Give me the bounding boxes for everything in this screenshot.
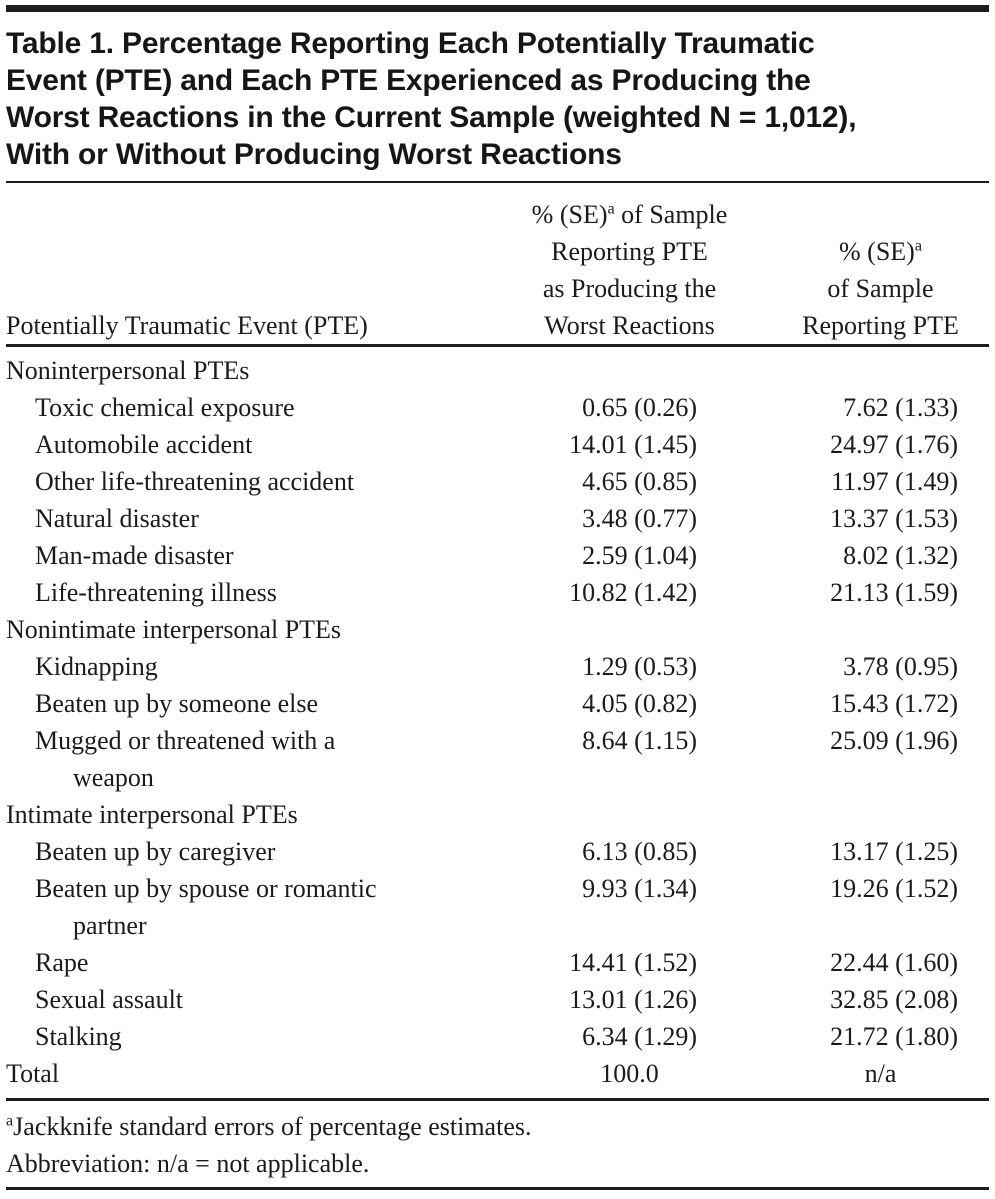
row-label: Noninterpersonal PTEs — [6, 356, 250, 385]
column-header-worst-reactions: % (SE)a of Sample Reporting PTE as Produ… — [461, 196, 772, 344]
header-line: Reporting PTE — [551, 237, 708, 266]
table-row: Stalking 6.34 (1.29) 21.72 (1.80) — [6, 1018, 989, 1055]
table-row: Rape 14.41 (1.52) 22.44 (1.60) — [6, 944, 989, 981]
reporting-pte-value: 11.97 (1.49) — [831, 467, 958, 496]
table-row: Natural disaster 3.48 (0.77) 13.37 (1.53… — [6, 500, 989, 537]
row-label: Total — [6, 1059, 60, 1088]
total-row: Total 100.0 n/a — [6, 1055, 989, 1092]
reporting-pte-value: 3.78 (0.95) — [843, 652, 958, 681]
reporting-pte-value: 7.62 (1.33) — [843, 393, 958, 422]
reporting-pte-value: 15.43 (1.72) — [830, 689, 958, 718]
header-line: of Sample — [827, 274, 934, 303]
table-row: Mugged or threatened with a weapon 8.64 … — [6, 722, 989, 796]
table-row: Man-made disaster 2.59 (1.04) 8.02 (1.32… — [6, 537, 989, 574]
row-label: Rape — [35, 948, 89, 977]
title-separator-rule — [6, 181, 989, 183]
table-row: Kidnapping 1.29 (0.53) 3.78 (0.95) — [6, 648, 989, 685]
row-label: Sexual assault — [35, 985, 184, 1014]
column-header-pte: Potentially Traumatic Event (PTE) — [6, 311, 368, 340]
reporting-pte-value: 32.85 (2.08) — [830, 985, 958, 1014]
worst-reactions-value: 3.48 (0.77) — [582, 504, 697, 533]
worst-reactions-value: 0.65 (0.26) — [582, 393, 697, 422]
header-separator-rule — [6, 344, 989, 347]
worst-reactions-value: 8.64 (1.15) — [582, 726, 697, 755]
footnote-jackknife: aJackknife standard errors of percentage… — [6, 1108, 989, 1145]
row-label: Automobile accident — [35, 430, 253, 459]
table-title-line: With or Without Producing Worst Reaction… — [6, 138, 622, 171]
row-label: Intimate interpersonal PTEs — [6, 800, 298, 829]
row-label: Beaten up by someone else — [35, 689, 319, 718]
row-label: Toxic chemical exposure — [35, 393, 295, 422]
row-label: Kidnapping — [35, 652, 158, 681]
reporting-pte-value: 19.26 (1.52) — [830, 874, 958, 903]
header-text: of Sample — [614, 200, 728, 229]
worst-reactions-total: 100.0 — [600, 1059, 659, 1088]
worst-reactions-value: 4.65 (0.85) — [582, 467, 697, 496]
worst-reactions-value: 10.82 (1.42) — [569, 578, 697, 607]
worst-reactions-value: 4.05 (0.82) — [582, 689, 697, 718]
worst-reactions-value: 13.01 (1.26) — [569, 985, 697, 1014]
table-row: Other life-threatening accident 4.65 (0.… — [6, 463, 989, 500]
footnote-marker-a: a — [607, 200, 615, 218]
table-row: Life-threatening illness 10.82 (1.42) 21… — [6, 574, 989, 611]
row-label: Life-threatening illness — [35, 578, 277, 607]
header-line: as Producing the — [542, 274, 717, 303]
worst-reactions-value: 9.93 (1.34) — [582, 874, 697, 903]
reporting-pte-value: 24.97 (1.76) — [830, 430, 958, 459]
table-row: Toxic chemical exposure 0.65 (0.26) 7.62… — [6, 389, 989, 426]
worst-reactions-value: 6.13 (0.85) — [582, 837, 697, 866]
worst-reactions-value: 6.34 (1.29) — [582, 1022, 697, 1051]
worst-reactions-value: 1.29 (0.53) — [582, 652, 697, 681]
table-footnotes: aJackknife standard errors of percentage… — [6, 1101, 989, 1187]
reporting-pte-value: 21.72 (1.80) — [830, 1022, 958, 1051]
row-label: Man-made disaster — [35, 541, 234, 570]
reporting-pte-value: 21.13 (1.59) — [830, 578, 958, 607]
reporting-pte-value: 25.09 (1.96) — [830, 726, 958, 755]
section-row-intimate: Intimate interpersonal PTEs — [6, 796, 989, 833]
footnote-text: Jackknife standard errors of percentage … — [13, 1112, 532, 1141]
se-label: % (SE) — [839, 237, 915, 266]
reporting-pte-value: 22.44 (1.60) — [830, 948, 958, 977]
header-line: % (SE)a — [772, 233, 989, 270]
table-header-row: Potentially Traumatic Event (PTE) % (SE)… — [6, 183, 989, 344]
table-row: Automobile accident 14.01 (1.45) 24.97 (… — [6, 426, 989, 463]
footnote-abbreviation: Abbreviation: n/a = not applicable. — [6, 1149, 370, 1178]
body-separator-rule — [6, 1098, 989, 1101]
row-label: Stalking — [35, 1022, 122, 1051]
table-title-line: Event (PTE) and Each PTE Experienced as … — [6, 64, 811, 97]
table-row: Beaten up by spouse or romantic partner … — [6, 870, 989, 944]
table-title: Table 1. Percentage Reporting Each Poten… — [6, 25, 989, 173]
table-row: Sexual assault 13.01 (1.26) 32.85 (2.08) — [6, 981, 989, 1018]
section-row-nonintimate: Nonintimate interpersonal PTEs — [6, 611, 989, 648]
reporting-pte-total: n/a — [864, 1059, 897, 1088]
table-body: Noninterpersonal PTEs Toxic chemical exp… — [6, 347, 989, 1098]
row-label: Other life-threatening accident — [35, 467, 355, 496]
table-row: Beaten up by caregiver 6.13 (0.85) 13.17… — [6, 833, 989, 870]
column-header-reporting-pte: % (SE)a of Sample Reporting PTE — [772, 233, 989, 344]
table-row: Beaten up by someone else 4.05 (0.82) 15… — [6, 685, 989, 722]
header-line: Reporting PTE — [802, 311, 959, 340]
reporting-pte-value: 13.17 (1.25) — [830, 837, 958, 866]
footnote-marker-a: a — [6, 1112, 14, 1130]
se-label: % (SE) — [531, 200, 608, 229]
row-label: Beaten up by caregiver — [35, 837, 276, 866]
row-label: Nonintimate interpersonal PTEs — [6, 615, 342, 644]
worst-reactions-value: 14.01 (1.45) — [569, 430, 697, 459]
row-label: Beaten up by spouse or romantic partner — [35, 874, 377, 940]
worst-reactions-value: 14.41 (1.52) — [569, 948, 697, 977]
worst-reactions-value: 2.59 (1.04) — [582, 541, 697, 570]
top-rule — [6, 5, 989, 12]
table-title-line: Table 1. Percentage Reporting Each Poten… — [6, 27, 815, 60]
section-row-noninterpersonal: Noninterpersonal PTEs — [6, 352, 989, 389]
row-label: Mugged or threatened with a weapon — [35, 726, 336, 792]
reporting-pte-value: 8.02 (1.32) — [843, 541, 958, 570]
reporting-pte-value: 13.37 (1.53) — [830, 504, 958, 533]
footnote-marker-a: a — [914, 237, 922, 255]
header-line: % (SE)a of Sample — [487, 196, 772, 233]
header-line: Worst Reactions — [544, 311, 715, 340]
table-title-line: Worst Reactions in the Current Sample (w… — [6, 101, 857, 134]
bottom-rule — [6, 1187, 989, 1190]
row-label: Natural disaster — [35, 504, 199, 533]
